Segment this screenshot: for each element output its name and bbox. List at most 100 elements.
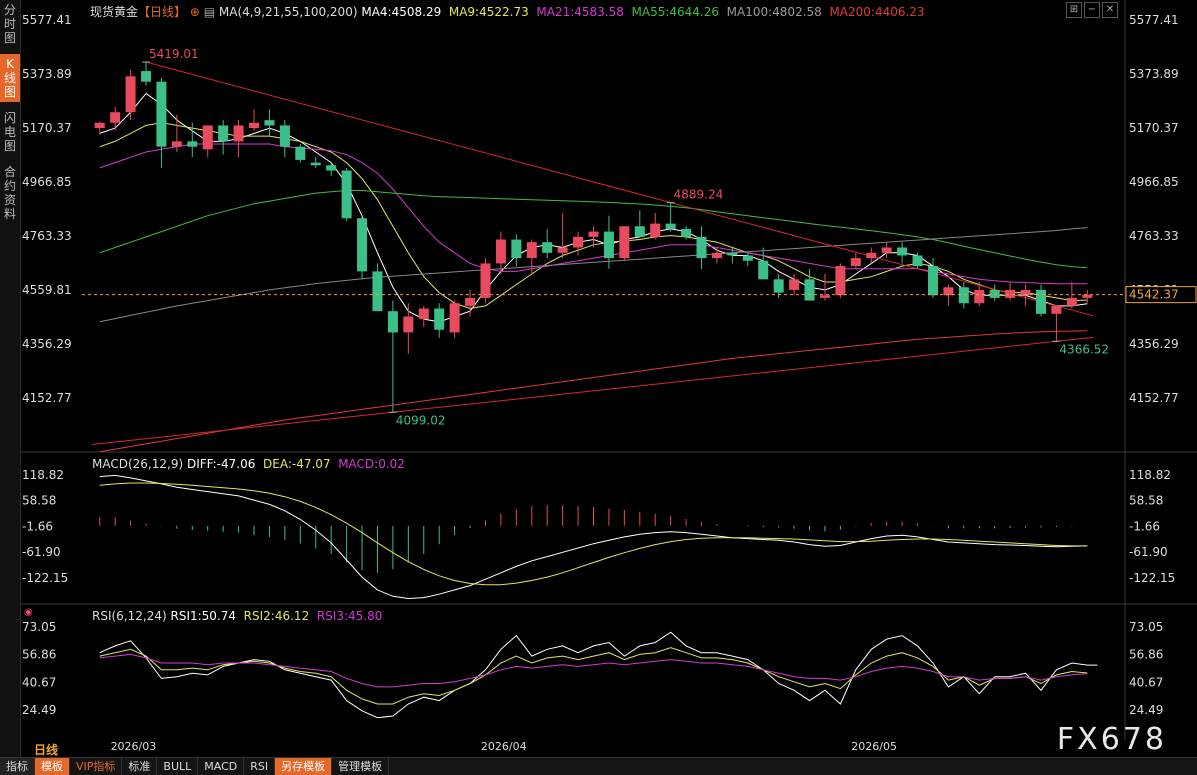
rsi-button[interactable]: RSI — [244, 758, 276, 775]
price-annotation: 4099.02 — [396, 413, 446, 427]
price-tick-label-right: 4152.77 — [1129, 391, 1179, 405]
tab-contract-info[interactable]: 合 约 资 料 — [3, 165, 16, 221]
candle-body — [125, 76, 136, 113]
manage-template-button[interactable]: 管理模板 — [332, 758, 390, 775]
macd-tick-label-left: 58.58 — [22, 494, 56, 508]
candle-body — [418, 308, 429, 320]
candle-body — [1066, 297, 1077, 306]
add-icon[interactable]: ⊕ — [186, 5, 204, 19]
ma21-value: MA21:4583.58 — [536, 5, 624, 19]
candle-body — [557, 247, 568, 253]
candle-body — [187, 141, 198, 147]
rsi-line-rsi2 — [99, 647, 1088, 705]
ma55-value: MA55:4644.26 — [631, 5, 720, 19]
rsi-line-rsi1 — [99, 631, 1098, 719]
minimize-icon[interactable]: − — [1084, 2, 1100, 18]
rsi-line-rsi3 — [99, 653, 1088, 688]
candle-body — [819, 295, 830, 298]
rsi2-value: RSI2:46.12 — [243, 609, 310, 623]
fx678-watermark: FX678 — [1056, 722, 1167, 757]
candle-body — [264, 120, 275, 126]
tab-flash-chart[interactable]: 闪 电 图 — [3, 111, 16, 153]
candle-body — [943, 287, 954, 296]
current-price-tag — [1125, 286, 1197, 304]
vip-indicator-button[interactable]: VIP指标 — [70, 758, 123, 775]
candle-body — [526, 242, 537, 259]
macd-tick-label-left: -61.90 — [22, 545, 61, 559]
candle-body — [881, 247, 892, 253]
candle-body — [711, 252, 722, 259]
candle-body — [1035, 289, 1046, 314]
candle-body — [94, 122, 105, 129]
candle-body — [989, 289, 1000, 298]
price-tick-label-left: 4356.29 — [22, 337, 72, 351]
period-label[interactable]: 日线 — [34, 743, 59, 757]
ma-line-ma4 — [99, 92, 1088, 323]
candle-body — [249, 122, 260, 129]
ma-params: MA(4,9,21,55,100,200) — [218, 5, 358, 19]
price-tick-label-left: 4152.77 — [22, 391, 72, 405]
rsi-tick-label-right: 40.67 — [1129, 675, 1163, 689]
rsi3-value: RSI3:45.80 — [316, 609, 383, 623]
price-tick-label-left: 5577.41 — [22, 13, 72, 27]
symbol-title: 现货黄金 — [90, 5, 139, 19]
ma-settings-icon[interactable]: ▤ — [203, 5, 216, 19]
macd-tick-label-left: 118.82 — [22, 468, 64, 482]
price-tick-label-left: 4559.81 — [22, 283, 72, 297]
period-tag[interactable]: 【日线】 — [138, 5, 187, 19]
candle-body — [1082, 294, 1093, 298]
candle-body — [1020, 289, 1031, 296]
indicator-close-icon[interactable]: ◉ — [24, 607, 33, 618]
macd-tick-label-left: -122.15 — [22, 571, 68, 585]
ma-line-ma200 — [99, 330, 1088, 453]
candle-body — [310, 162, 321, 166]
candle-body — [758, 260, 769, 280]
candle-body — [279, 125, 290, 147]
candle-body — [171, 141, 182, 147]
date-axis-label: 2026/04 — [481, 740, 527, 753]
candle-body — [619, 226, 630, 259]
candle-body — [850, 258, 861, 267]
kline-chart-canvas[interactable]: 5577.41 5577.41 5373.89 5373.89 5170.37 5170.… — [20, 0, 1197, 757]
chart-header: 现货黄金【日线】 ⊕ ▤ MA(4,9,21,55,100,200) MA4:4… — [90, 3, 925, 20]
macd-params: MACD(26,12,9) — [92, 457, 184, 471]
price-tick-label-left: 4763.33 — [22, 229, 72, 243]
rsi-tick-label-left: 73.05 — [22, 620, 56, 634]
candle-body — [326, 165, 337, 171]
grid-layout-icon[interactable]: ⊞ — [1066, 2, 1082, 18]
ma100-value: MA100:4802.58 — [726, 5, 822, 19]
tab-time-chart[interactable]: 分 时 图 — [3, 3, 16, 45]
rsi-tick-label-right: 56.86 — [1129, 648, 1163, 662]
macd-value: MACD:0.02 — [338, 457, 405, 471]
macd-dea-line — [99, 482, 1088, 586]
macd-tick-label-right: -122.15 — [1129, 571, 1175, 585]
macd-button[interactable]: MACD — [198, 758, 245, 775]
price-annotation: 4366.52 — [1059, 342, 1109, 356]
candle-body — [603, 231, 614, 259]
macd-dea: DEA:-47.07 — [263, 457, 331, 471]
standard-button[interactable]: 标准 — [122, 758, 158, 775]
bull-button[interactable]: BULL — [157, 758, 199, 775]
tab-kline-chart[interactable]: K 线 图 — [0, 54, 20, 102]
candle-body — [681, 228, 692, 237]
price-tick-label-right: 4966.85 — [1129, 175, 1179, 189]
template-button[interactable]: 模板 — [35, 758, 70, 775]
price-tick-label-right: 5373.89 — [1129, 67, 1179, 81]
current-price-label: 4542.37 — [1129, 288, 1179, 302]
rsi-tick-label-left: 40.67 — [22, 675, 56, 689]
candle-body — [434, 308, 445, 330]
candle-body — [218, 125, 229, 142]
candle-body — [789, 279, 800, 290]
macd-tick-label-right: -61.90 — [1129, 545, 1168, 559]
indicator-button[interactable]: 指标 — [0, 758, 35, 775]
candle-body — [727, 252, 738, 256]
close-icon[interactable]: ✕ — [1102, 2, 1118, 18]
ma200-value: MA200:4406.23 — [829, 5, 925, 19]
candle-body — [202, 125, 213, 150]
ma4-value: MA4:4508.29 — [361, 5, 442, 19]
candle-body — [835, 266, 846, 296]
save-template-button[interactable]: 另存模板 — [275, 758, 333, 775]
candle-body — [341, 170, 352, 219]
rsi-header: RSI(6,12,24) RSI1:50.74 RSI2:46.12 RSI3:… — [92, 609, 382, 623]
candle-body — [156, 81, 167, 147]
